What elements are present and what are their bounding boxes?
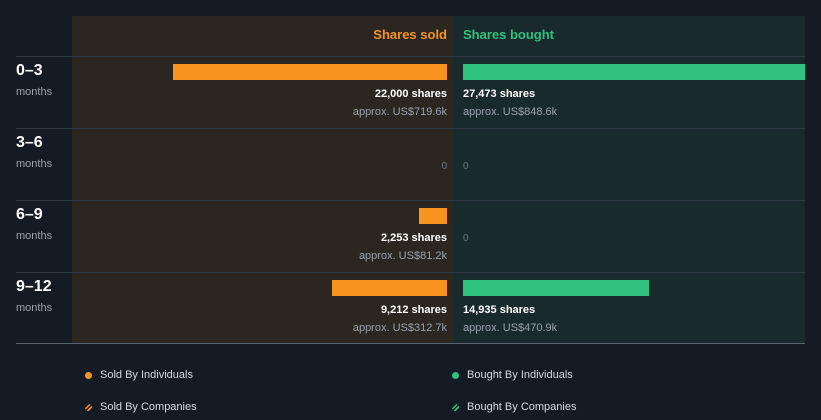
sold-shares-label: 2,253 shares [380,232,447,244]
bought-value-label: approx. US$470.9k [463,322,558,334]
bought-zero-label: 0 [463,233,469,244]
legend-label: Sold By Companies [100,401,197,413]
orange-hatched-dot-icon [85,403,92,411]
period-label: 9–12 [16,278,52,295]
green-dot-icon [452,371,459,379]
shares-bought-header: Shares bought [463,27,555,42]
row-divider [16,200,805,201]
period-unit: months [16,86,53,98]
sold-bar [173,64,447,80]
period-unit: months [16,158,53,170]
legend-bought-individuals[interactable]: Bought By Individuals [452,369,573,381]
legend-label: Sold By Individuals [100,369,193,381]
bought-value-label: approx. US$848.6k [463,106,558,118]
row-divider [16,128,805,129]
period-label: 3–6 [16,134,43,151]
green-hatched-dot-icon [452,403,459,411]
bought-shares-label: 27,473 shares [463,88,536,100]
sold-bar [332,280,447,296]
sold-shares-label: 22,000 shares [374,88,447,100]
chart-baseline [16,343,805,344]
shares-sold-header: Shares sold [373,27,447,42]
period-unit: months [16,230,53,242]
legend-bought-companies[interactable]: Bought By Companies [452,401,576,413]
legend-label: Bought By Companies [467,401,577,413]
legend-sold-companies[interactable]: Sold By Companies [85,401,197,413]
legend-label: Bought By Individuals [467,369,573,381]
period-label: 6–9 [16,206,43,223]
bought-bar [463,64,805,80]
sold-shares-label: 9,212 shares [380,304,447,316]
sold-bar [419,208,447,224]
period-unit: months [16,302,53,314]
bought-shares-label: 14,935 shares [463,304,536,316]
period-label: 0–3 [16,62,43,79]
sold-value-label: approx. US$719.6k [352,106,447,118]
bought-bar [463,280,649,296]
bought-zero-label: 0 [463,161,469,172]
legend-sold-individuals[interactable]: Sold By Individuals [85,369,193,381]
sold-value-label: approx. US$312.7k [352,322,447,334]
sold-zero-label: 0 [441,161,447,172]
row-divider [16,56,805,57]
orange-dot-icon [85,371,92,379]
sold-value-label: approx. US$81.2k [358,250,447,262]
row-divider [16,272,805,273]
